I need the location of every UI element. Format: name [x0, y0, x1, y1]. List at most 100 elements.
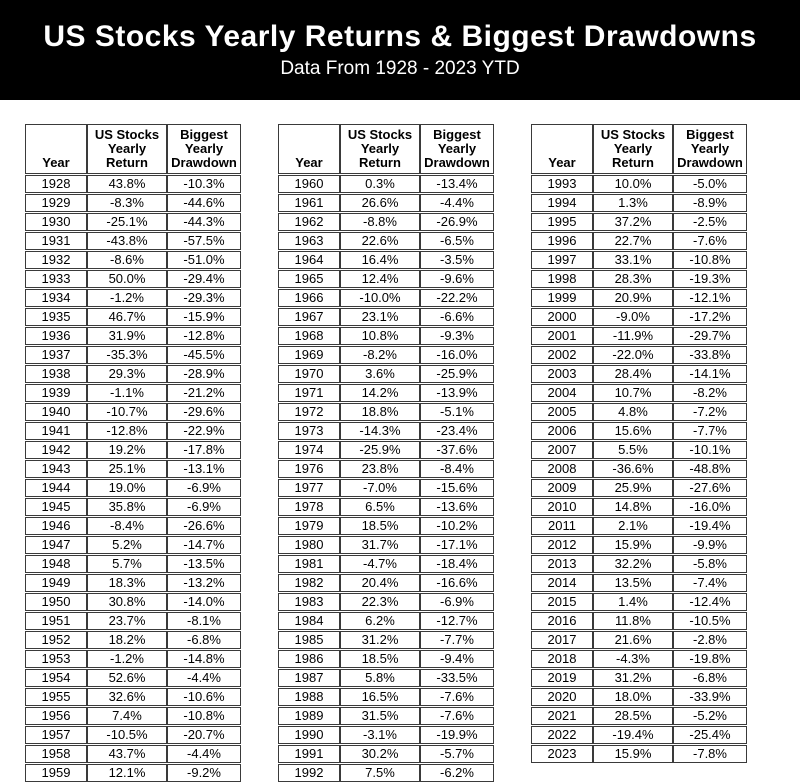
- drawdown-cell: -17.2%: [673, 308, 747, 326]
- return-cell: 14.8%: [593, 498, 673, 516]
- table-row: 1988 16.5% -7.6%: [278, 688, 494, 706]
- drawdown-cell: -9.3%: [420, 327, 494, 345]
- return-cell: 25.1%: [87, 460, 167, 478]
- year-cell: 1981: [278, 555, 340, 573]
- return-cell: -43.8%: [87, 232, 167, 250]
- drawdown-cell: -23.4%: [420, 422, 494, 440]
- drawdown-cell: -7.4%: [673, 574, 747, 592]
- drawdown-cell: -26.6%: [167, 517, 241, 535]
- year-cell: 1956: [25, 707, 87, 725]
- year-cell: 1986: [278, 650, 340, 668]
- return-cell: 29.3%: [87, 365, 167, 383]
- table-row: 1964 16.4% -3.5%: [278, 251, 494, 269]
- drawdown-cell: -12.7%: [420, 612, 494, 630]
- drawdown-cell: -21.2%: [167, 384, 241, 402]
- return-cell: 37.2%: [593, 213, 673, 231]
- table-row: 2015 1.4% -12.4%: [531, 593, 747, 611]
- return-cell: 5.5%: [593, 441, 673, 459]
- return-cell: 52.6%: [87, 669, 167, 687]
- drawdown-cell: -17.8%: [167, 441, 241, 459]
- table-row: 1939 -1.1% -21.2%: [25, 384, 241, 402]
- table-row: 1981 -4.7% -18.4%: [278, 555, 494, 573]
- return-cell: 1.3%: [593, 194, 673, 212]
- table-row: 1943 25.1% -13.1%: [25, 460, 241, 478]
- return-cell: 50.0%: [87, 270, 167, 288]
- table-row: 1992 7.5% -6.2%: [278, 764, 494, 782]
- year-cell: 2008: [531, 460, 593, 478]
- return-cell: 7.5%: [340, 764, 420, 782]
- return-cell: -7.0%: [340, 479, 420, 497]
- table-row: 2010 14.8% -16.0%: [531, 498, 747, 516]
- drawdown-cell: -44.6%: [167, 194, 241, 212]
- year-cell: 2007: [531, 441, 593, 459]
- return-cell: 30.2%: [340, 745, 420, 763]
- drawdown-cell: -7.6%: [420, 707, 494, 725]
- table-row: 1941 -12.8% -22.9%: [25, 422, 241, 440]
- return-cell: 1.4%: [593, 593, 673, 611]
- drawdown-cell: -29.4%: [167, 270, 241, 288]
- year-cell: 1930: [25, 213, 87, 231]
- drawdown-cell: -19.3%: [673, 270, 747, 288]
- year-cell: 1997: [531, 251, 593, 269]
- year-cell: 1939: [25, 384, 87, 402]
- table-row: 1958 43.7% -4.4%: [25, 745, 241, 763]
- return-cell: 13.5%: [593, 574, 673, 592]
- table-row: 1998 28.3% -19.3%: [531, 270, 747, 288]
- year-cell: 1949: [25, 574, 87, 592]
- drawdown-header-cell: Biggest Yearly Drawdown: [420, 124, 494, 174]
- table-row: 2000 -9.0% -17.2%: [531, 308, 747, 326]
- return-cell: -35.3%: [87, 346, 167, 364]
- drawdown-cell: -10.8%: [673, 251, 747, 269]
- return-cell: -1.2%: [87, 289, 167, 307]
- return-cell: -8.4%: [87, 517, 167, 535]
- year-cell: 2001: [531, 327, 593, 345]
- year-cell: 1954: [25, 669, 87, 687]
- page-title: US Stocks Yearly Returns & Biggest Drawd…: [43, 20, 757, 53]
- drawdown-cell: -37.6%: [420, 441, 494, 459]
- year-cell: 1994: [531, 194, 593, 212]
- year-header-cell: Year: [531, 124, 593, 174]
- table-row: 1936 31.9% -12.8%: [25, 327, 241, 345]
- tables-row: Year US Stocks Yearly Return Biggest Yearl…: [0, 100, 800, 783]
- return-cell: -3.1%: [340, 726, 420, 744]
- drawdown-cell: -10.1%: [673, 441, 747, 459]
- return-cell: -10.0%: [340, 289, 420, 307]
- drawdown-cell: -16.0%: [420, 346, 494, 364]
- return-cell: -25.9%: [340, 441, 420, 459]
- return-cell: 10.7%: [593, 384, 673, 402]
- year-cell: 2006: [531, 422, 593, 440]
- return-cell: 31.2%: [593, 669, 673, 687]
- return-cell: 23.8%: [340, 460, 420, 478]
- year-cell: 2003: [531, 365, 593, 383]
- year-cell: 1988: [278, 688, 340, 706]
- year-cell: 1951: [25, 612, 87, 630]
- table-row: 2013 32.2% -5.8%: [531, 555, 747, 573]
- drawdown-cell: -2.8%: [673, 631, 747, 649]
- drawdown-cell: -19.9%: [420, 726, 494, 744]
- year-cell: 2013: [531, 555, 593, 573]
- return-cell: -8.6%: [87, 251, 167, 269]
- drawdown-cell: -6.8%: [167, 631, 241, 649]
- year-cell: 1937: [25, 346, 87, 364]
- year-cell: 1933: [25, 270, 87, 288]
- year-cell: 2011: [531, 517, 593, 535]
- table-row: 2004 10.7% -8.2%: [531, 384, 747, 402]
- table-row: 2023 15.9% -7.8%: [531, 745, 747, 763]
- drawdown-cell: -5.1%: [420, 403, 494, 421]
- return-cell: -11.9%: [593, 327, 673, 345]
- drawdown-cell: -5.8%: [673, 555, 747, 573]
- year-cell: 1955: [25, 688, 87, 706]
- year-cell: 1998: [531, 270, 593, 288]
- return-cell: 31.5%: [340, 707, 420, 725]
- drawdown-cell: -29.3%: [167, 289, 241, 307]
- drawdown-cell: -57.5%: [167, 232, 241, 250]
- year-cell: 1952: [25, 631, 87, 649]
- table-row: 1996 22.7% -7.6%: [531, 232, 747, 250]
- table-row: 2002 -22.0% -33.8%: [531, 346, 747, 364]
- year-cell: 1980: [278, 536, 340, 554]
- drawdown-cell: -4.4%: [167, 669, 241, 687]
- year-cell: 1995: [531, 213, 593, 231]
- drawdown-header-cell: Biggest Yearly Drawdown: [673, 124, 747, 174]
- return-cell: 14.2%: [340, 384, 420, 402]
- table-row: 2003 28.4% -14.1%: [531, 365, 747, 383]
